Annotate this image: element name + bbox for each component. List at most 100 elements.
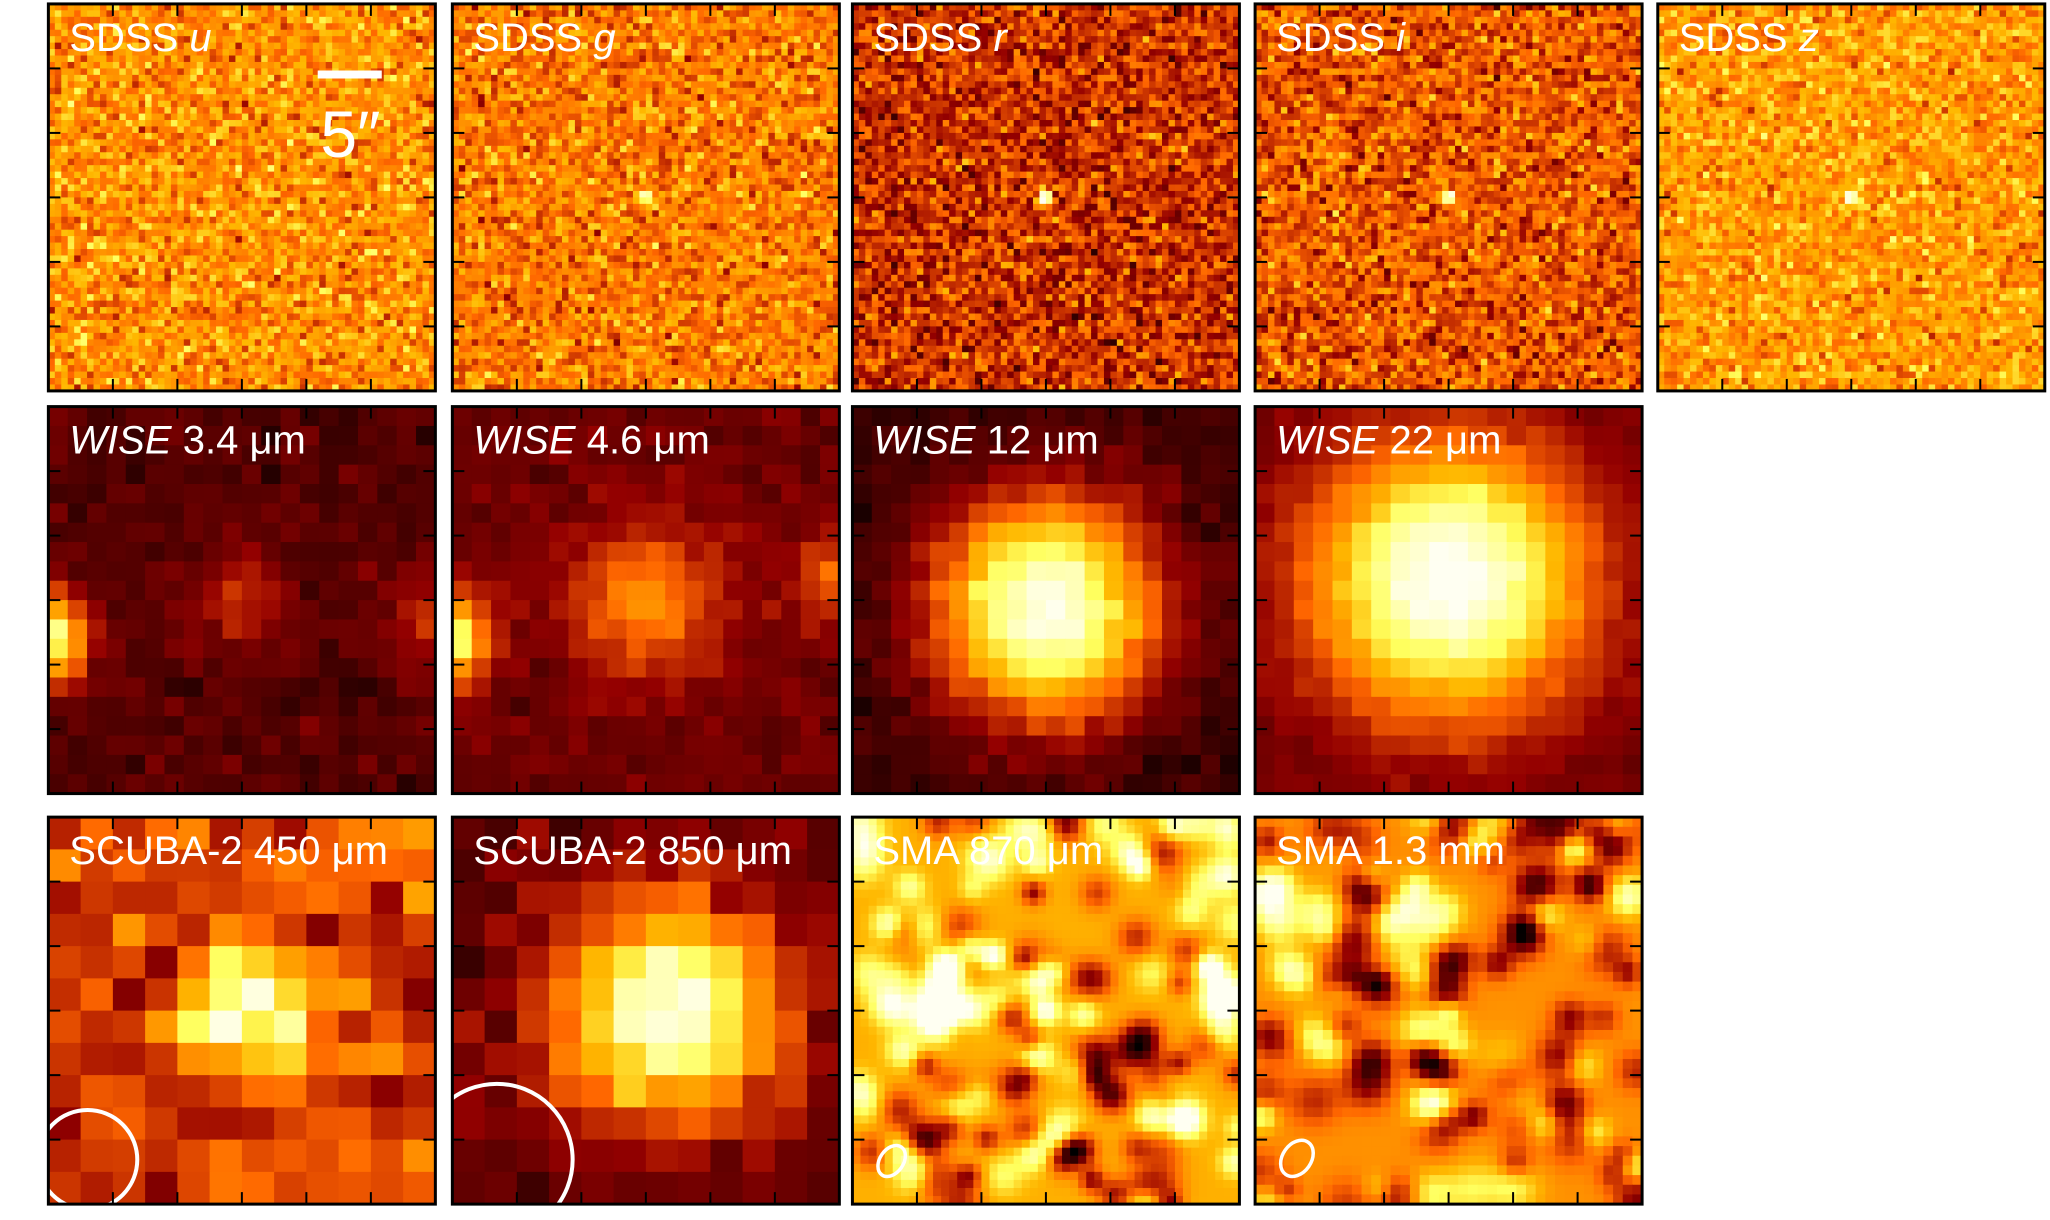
pixel (248, 81, 256, 89)
pixel (125, 300, 133, 308)
pixel (138, 68, 146, 76)
pixel (241, 94, 249, 102)
pixel (235, 249, 243, 257)
pixel (112, 61, 120, 70)
pixel (383, 152, 391, 160)
pixel (164, 307, 172, 315)
pixel (138, 287, 146, 295)
pixel (458, 23, 466, 31)
pixel (403, 139, 411, 147)
pixel (164, 190, 172, 199)
pixel (235, 171, 243, 179)
pixel (312, 10, 320, 18)
pixel (409, 287, 417, 295)
pixel (74, 23, 82, 31)
pixel (177, 74, 185, 82)
pixel (416, 249, 424, 257)
pixel (491, 23, 499, 31)
pixel (568, 113, 576, 121)
pixel (261, 29, 269, 37)
pixel (357, 171, 366, 179)
pixel (93, 16, 101, 24)
pixel (177, 16, 185, 24)
pixel (170, 319, 178, 328)
pixel (639, 42, 647, 50)
pixel (697, 29, 705, 37)
pixel (691, 107, 699, 115)
pixel (74, 261, 82, 269)
pixel (222, 178, 230, 186)
pixel (723, 49, 731, 57)
pixel (293, 326, 301, 334)
pixel (267, 313, 275, 321)
pixel (254, 300, 262, 308)
pixel (697, 87, 705, 95)
pixel (299, 145, 307, 153)
pixel (222, 68, 230, 76)
pixel (516, 113, 524, 121)
pixel (196, 190, 204, 199)
pixel (510, 55, 518, 63)
pixel (458, 49, 466, 57)
pixel (742, 29, 750, 37)
pixel (254, 274, 262, 282)
pixel (351, 261, 359, 269)
pixel (523, 126, 531, 134)
pixel (293, 287, 301, 295)
pixel (216, 365, 224, 373)
pixel (319, 61, 327, 70)
pixel (736, 107, 744, 115)
pixel (132, 107, 140, 115)
pixel (383, 113, 391, 121)
pixel (428, 23, 436, 31)
pixel (287, 23, 295, 31)
pixel (529, 139, 537, 147)
pixel (678, 100, 686, 108)
pixel (80, 165, 88, 173)
pixel (287, 203, 295, 211)
pixel (555, 16, 563, 24)
pixel (267, 223, 275, 231)
pixel (332, 326, 340, 334)
pixel (471, 29, 479, 37)
pixel (787, 126, 795, 134)
pixel (132, 36, 140, 44)
pixel (671, 120, 679, 128)
pixel (93, 184, 101, 192)
pixel (471, 61, 479, 70)
pixel (736, 81, 744, 89)
pixel (145, 319, 153, 328)
pixel (287, 132, 295, 140)
pixel (813, 29, 821, 37)
pixel (409, 132, 417, 140)
pixel (196, 87, 204, 95)
pixel (338, 378, 346, 386)
pixel (87, 294, 95, 302)
pixel (465, 16, 473, 24)
pixel (99, 203, 108, 211)
pixel (132, 126, 140, 134)
pixel (112, 274, 120, 282)
pixel (267, 358, 275, 366)
pixel (235, 384, 243, 391)
pixel (319, 152, 327, 160)
pixel (428, 107, 436, 115)
pixel (345, 242, 353, 250)
pixel (99, 171, 108, 179)
pixel (761, 3, 770, 11)
pixel (600, 16, 608, 24)
pixel (190, 242, 198, 250)
pixel (319, 190, 327, 199)
pixel (549, 120, 557, 128)
pixel (529, 120, 537, 128)
pixel (345, 165, 353, 173)
pixel (613, 10, 621, 18)
pixel (574, 61, 582, 70)
pixel (87, 10, 95, 18)
pixel (280, 178, 288, 186)
pixel (170, 36, 178, 44)
pixel (267, 120, 275, 128)
pixel (549, 36, 557, 44)
pixel (607, 49, 615, 57)
pixel (377, 178, 385, 186)
